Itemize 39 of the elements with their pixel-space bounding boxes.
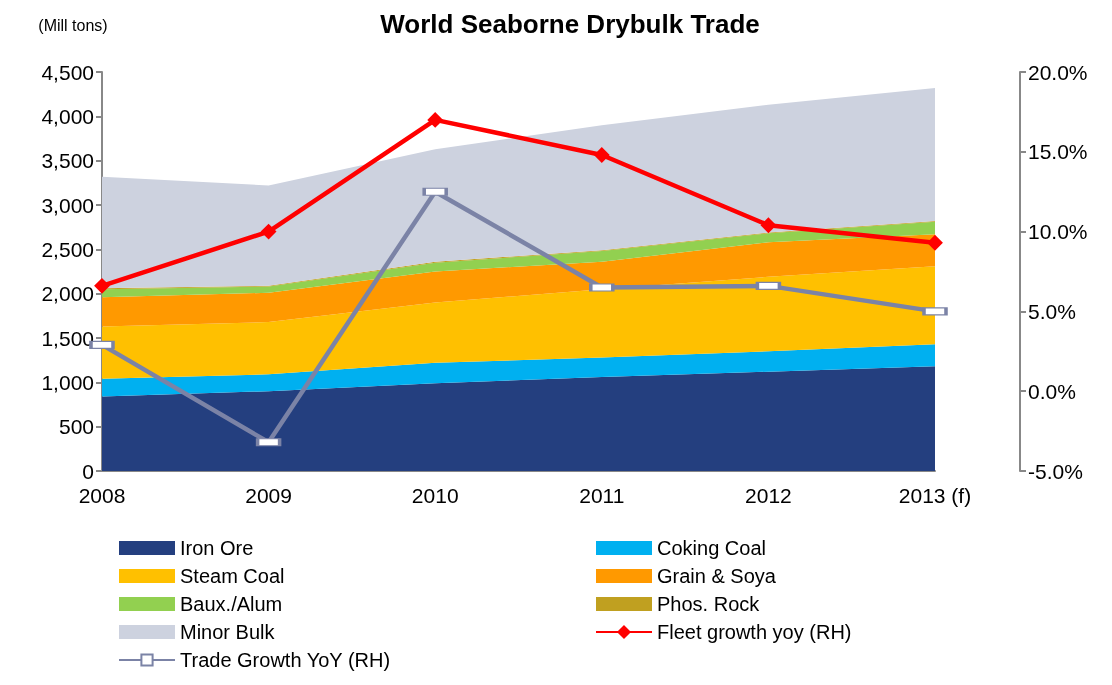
y-tick-label: 3,500 [41, 149, 94, 173]
y-tick-label: 1,000 [41, 370, 94, 394]
y-tick-label: 4,500 [41, 60, 94, 84]
point [927, 235, 943, 251]
y-tick-label: 0 [82, 459, 94, 483]
legend-label: Grain & Soya [657, 565, 777, 587]
point [594, 147, 610, 163]
chart-title: World Seaborne Drybulk Trade [380, 9, 760, 39]
legend-label: Trade Growth YoY (RH) [180, 649, 391, 671]
y-axis-title: (Mill tons) [38, 16, 108, 34]
y-tick-label: 3,000 [41, 193, 94, 217]
legend-label: Minor Bulk [180, 621, 276, 643]
point [427, 112, 443, 128]
legend-label: Coking Coal [657, 537, 766, 559]
point [760, 217, 776, 233]
y2-tick-label: 0.0% [1028, 379, 1076, 403]
y-tick-label: 4,000 [41, 104, 94, 128]
x-tick-label: 2013 (f) [898, 484, 972, 507]
y2-tick-label: 20.0% [1028, 60, 1088, 84]
y2-tick-label: 15.0% [1028, 140, 1088, 164]
point [261, 224, 277, 240]
x-tick-label: 2010 [411, 484, 459, 507]
legend-label: Steam Coal [180, 565, 285, 587]
x-tick-label: 2012 [745, 484, 792, 507]
x-tick-label: 2009 [245, 484, 292, 507]
x-tick-label: 2011 [579, 484, 625, 507]
y2-tick-label: 5.0% [1028, 299, 1076, 323]
x-tick-label: 2008 [78, 484, 126, 507]
point [94, 278, 110, 294]
y-tick-label: 2,500 [41, 237, 94, 261]
y-tick-label: 2,000 [41, 282, 94, 306]
y2-tick-label: 10.0% [1028, 220, 1088, 244]
legend-label: Fleet growth yoy (RH) [657, 621, 852, 643]
y-tick-label: 1,500 [41, 326, 94, 350]
y-tick-label: 500 [58, 415, 94, 439]
legend-label: Phos. Rock [657, 593, 761, 615]
legend-label: Iron Ore [180, 537, 254, 559]
legend-label: Baux./Alum [180, 593, 283, 615]
y2-tick-label: -5.0% [1028, 459, 1083, 483]
